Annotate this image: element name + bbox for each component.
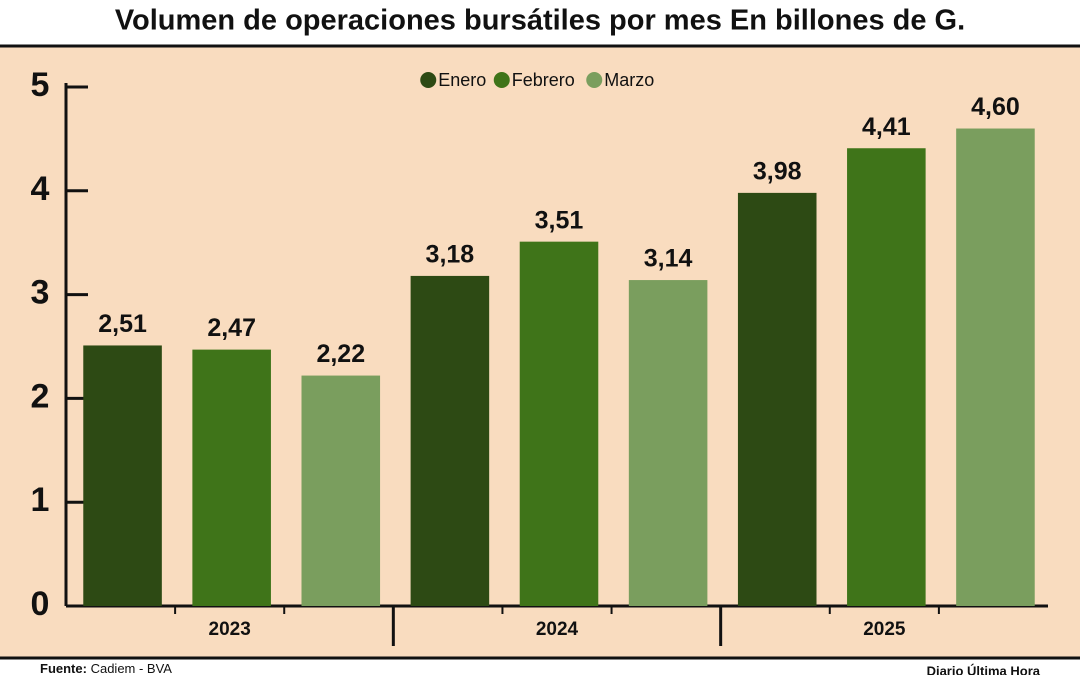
bar bbox=[301, 375, 381, 606]
credit: Diario Última Hora bbox=[927, 663, 1041, 675]
legend-label: Febrero bbox=[512, 70, 575, 90]
source: Fuente: Cadiem - BVA bbox=[40, 661, 172, 675]
value-label: 3,18 bbox=[426, 241, 475, 269]
legend-swatch bbox=[586, 72, 603, 88]
value-label: 2,51 bbox=[98, 310, 147, 338]
bar bbox=[956, 128, 1035, 606]
y-tick-label: 3 bbox=[31, 274, 50, 312]
y-tick-label: 2 bbox=[31, 377, 50, 415]
value-label: 3,51 bbox=[535, 206, 584, 234]
y-tick-label: 1 bbox=[31, 481, 50, 519]
legend-label: Enero bbox=[438, 70, 486, 90]
source-label: Fuente: bbox=[40, 661, 87, 675]
bar bbox=[628, 280, 708, 606]
bar bbox=[519, 241, 599, 607]
source-text: Cadiem - BVA bbox=[91, 661, 173, 675]
x-tick-label: 2023 bbox=[209, 619, 251, 640]
value-label: 2,47 bbox=[207, 314, 256, 342]
bar bbox=[737, 192, 817, 606]
bar bbox=[410, 275, 490, 606]
legend-swatch bbox=[420, 72, 437, 88]
value-label: 2,22 bbox=[316, 340, 365, 368]
x-tick-label: 2024 bbox=[536, 619, 579, 640]
bar bbox=[847, 148, 926, 606]
chart-title: Volumen de operaciones bursátiles por me… bbox=[115, 5, 965, 37]
x-tick-label: 2025 bbox=[863, 619, 906, 640]
legend-swatch bbox=[493, 72, 510, 88]
value-label: 3,14 bbox=[644, 245, 693, 273]
value-label: 4,41 bbox=[862, 113, 911, 141]
y-tick-label: 4 bbox=[31, 170, 50, 208]
legend-label: Marzo bbox=[604, 70, 654, 90]
value-label: 4,60 bbox=[971, 93, 1020, 121]
y-tick-label: 5 bbox=[31, 66, 50, 104]
value-label: 3,98 bbox=[753, 157, 802, 185]
bar bbox=[192, 349, 271, 606]
bar bbox=[83, 345, 162, 606]
y-tick-label: 0 bbox=[31, 585, 50, 623]
